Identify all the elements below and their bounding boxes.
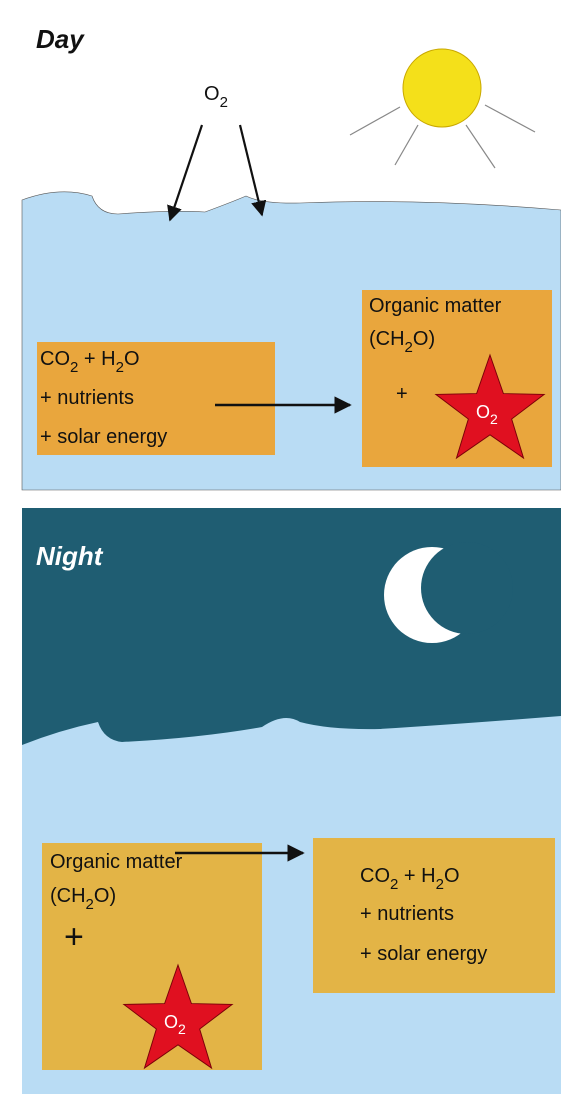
night-panel: Night Organic matter (CH2O) + O2 CO2 + H… xyxy=(22,508,561,1094)
product-line: + solar energy xyxy=(360,943,487,965)
text: O) xyxy=(94,885,116,907)
sub: 2 xyxy=(178,1021,186,1037)
text: + H xyxy=(398,865,435,887)
diagram: Day O2 CO2 + H2O + nutrients + solar ene… xyxy=(0,0,561,1094)
reactant-line: + solar energy xyxy=(40,426,167,448)
text: CO xyxy=(360,865,390,887)
o2-text: O xyxy=(204,83,220,105)
text: CO xyxy=(40,348,70,370)
sub: 2 xyxy=(116,359,124,376)
sub: 2 xyxy=(70,359,78,376)
plus: + xyxy=(64,918,84,956)
text: (CH xyxy=(369,328,405,350)
text: O xyxy=(124,348,140,370)
product-line: Organic matter xyxy=(369,295,502,317)
text: (CH xyxy=(50,885,86,907)
day-panel: Day O2 CO2 + H2O + nutrients + solar ene… xyxy=(22,0,561,490)
sub: 2 xyxy=(436,876,444,893)
day-title: Day xyxy=(36,24,85,54)
sub: 2 xyxy=(490,411,498,427)
night-reactants-box xyxy=(42,843,262,1070)
product-line: + nutrients xyxy=(360,903,454,925)
text: O xyxy=(476,402,490,422)
o2-sub: 2 xyxy=(220,94,228,111)
text: + H xyxy=(78,348,115,370)
text: O) xyxy=(413,328,435,350)
text: O xyxy=(444,865,460,887)
night-title: Night xyxy=(36,541,104,571)
sub: 2 xyxy=(405,339,413,356)
sub: 2 xyxy=(390,876,398,893)
moon-shadow xyxy=(421,542,513,634)
reactant-line: + nutrients xyxy=(40,387,134,409)
reactant-line: Organic matter xyxy=(50,851,183,873)
sub: 2 xyxy=(86,896,94,913)
sun xyxy=(403,49,481,127)
text: O xyxy=(164,1012,178,1032)
plus: + xyxy=(396,383,408,405)
